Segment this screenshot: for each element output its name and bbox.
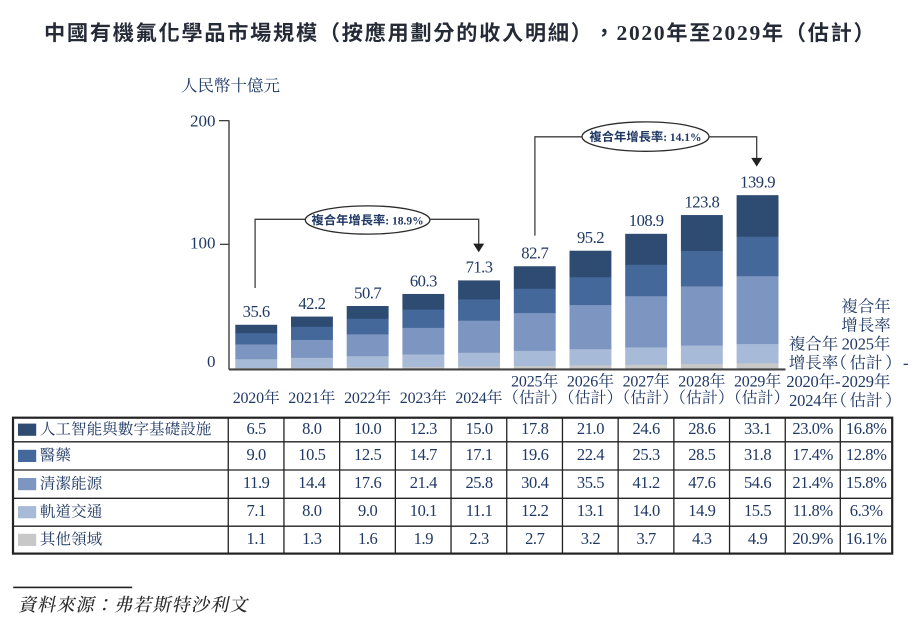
svg-text:60.3: 60.3: [410, 271, 437, 290]
svg-text:21.4%: 21.4%: [792, 473, 833, 492]
svg-text:8.0: 8.0: [302, 501, 322, 520]
svg-text:12.5: 12.5: [354, 445, 381, 464]
svg-text:17.6: 17.6: [354, 473, 381, 492]
svg-text:25.8: 25.8: [465, 473, 492, 492]
svg-text:6.3%: 6.3%: [850, 501, 883, 520]
svg-text:10.5: 10.5: [298, 445, 325, 464]
svg-text:13.1: 13.1: [577, 501, 604, 520]
svg-text:11.9: 11.9: [243, 473, 270, 492]
svg-text:24.6: 24.6: [633, 419, 660, 438]
svg-text:23.0%: 23.0%: [792, 419, 833, 438]
svg-text:2029: 2029: [734, 374, 765, 391]
svg-text:2021: 2021: [288, 390, 319, 407]
svg-text:108.9: 108.9: [629, 211, 664, 230]
svg-text:6.5: 6.5: [246, 419, 266, 438]
svg-text:82.7: 82.7: [521, 244, 548, 263]
svg-text:200: 200: [190, 111, 216, 130]
svg-text:123.8: 123.8: [684, 193, 719, 212]
svg-text:11.8%: 11.8%: [793, 501, 834, 520]
svg-text:2.7: 2.7: [525, 529, 545, 548]
svg-text:19.6: 19.6: [521, 445, 548, 464]
svg-text:2029: 2029: [842, 372, 874, 391]
svg-text:2025: 2025: [842, 335, 874, 354]
svg-text:12.2: 12.2: [521, 501, 548, 520]
svg-text:15.8%: 15.8%: [846, 473, 887, 492]
svg-text:-: -: [903, 353, 909, 372]
svg-text:71.3: 71.3: [466, 258, 493, 277]
svg-text:2027: 2027: [623, 374, 654, 391]
svg-text:1.1: 1.1: [246, 529, 266, 548]
svg-text:28.5: 28.5: [688, 445, 715, 464]
svg-text:14.7: 14.7: [410, 445, 437, 464]
svg-text:12.3: 12.3: [410, 419, 437, 438]
svg-text:2025: 2025: [511, 374, 542, 391]
svg-text:17.4%: 17.4%: [792, 445, 833, 464]
svg-text:2020: 2020: [617, 21, 667, 45]
svg-text:2024: 2024: [789, 391, 821, 410]
svg-text:3.7: 3.7: [636, 529, 656, 548]
svg-text:2024: 2024: [455, 390, 486, 407]
svg-text:2022: 2022: [344, 390, 375, 407]
svg-text:0: 0: [207, 352, 216, 371]
svg-text:: 14.1%: : 14.1%: [663, 132, 701, 144]
svg-text:14.0: 14.0: [633, 501, 660, 520]
svg-text:95.2: 95.2: [577, 228, 604, 247]
svg-text:-: -: [835, 372, 841, 391]
svg-text:9.0: 9.0: [358, 501, 378, 520]
svg-text:16.1%: 16.1%: [846, 529, 887, 548]
svg-text:54.6: 54.6: [744, 473, 771, 492]
svg-text:14.4: 14.4: [298, 473, 325, 492]
svg-text:9.0: 9.0: [246, 445, 266, 464]
svg-text:10.0: 10.0: [354, 419, 381, 438]
svg-text:50.7: 50.7: [354, 283, 381, 302]
svg-text:28.6: 28.6: [688, 419, 715, 438]
svg-text:2.3: 2.3: [469, 529, 489, 548]
svg-text:1.3: 1.3: [302, 529, 322, 548]
svg-text:1.9: 1.9: [414, 529, 434, 548]
svg-text:2028: 2028: [678, 374, 709, 391]
svg-text:2026: 2026: [567, 374, 598, 391]
svg-text:4.3: 4.3: [692, 529, 712, 548]
svg-text:14.9: 14.9: [688, 501, 715, 520]
svg-text:25.3: 25.3: [633, 445, 660, 464]
svg-text:35.6: 35.6: [243, 302, 270, 321]
svg-text:42.2: 42.2: [298, 294, 325, 313]
svg-text:15.0: 15.0: [465, 419, 492, 438]
svg-text:22.4: 22.4: [577, 445, 604, 464]
svg-text:11.1: 11.1: [466, 501, 493, 520]
svg-text:: 18.9%: : 18.9%: [385, 215, 423, 227]
svg-text:10.1: 10.1: [410, 501, 437, 520]
svg-text:100: 100: [190, 234, 216, 253]
svg-text:41.2: 41.2: [633, 473, 660, 492]
svg-text:2020: 2020: [233, 390, 264, 407]
svg-text:35.5: 35.5: [577, 473, 604, 492]
svg-text:139.9: 139.9: [740, 173, 775, 192]
svg-text:2020: 2020: [786, 372, 818, 391]
svg-text:17.8: 17.8: [521, 419, 548, 438]
svg-text:3.2: 3.2: [581, 529, 601, 548]
svg-text:20.9%: 20.9%: [792, 529, 833, 548]
svg-text:47.6: 47.6: [688, 473, 715, 492]
svg-text:2029: 2029: [712, 21, 762, 45]
svg-text:4.9: 4.9: [748, 529, 768, 548]
svg-text:30.4: 30.4: [521, 473, 548, 492]
svg-text:1.6: 1.6: [358, 529, 378, 548]
svg-text:7.1: 7.1: [246, 501, 266, 520]
svg-text:8.0: 8.0: [302, 419, 322, 438]
svg-text:21.4: 21.4: [410, 473, 437, 492]
svg-text:12.8%: 12.8%: [846, 445, 887, 464]
svg-text:17.1: 17.1: [465, 445, 492, 464]
svg-text:21.0: 21.0: [577, 419, 604, 438]
svg-text:16.8%: 16.8%: [846, 419, 887, 438]
svg-text:15.5: 15.5: [744, 501, 771, 520]
svg-text:33.1: 33.1: [744, 419, 771, 438]
svg-text:31.8: 31.8: [744, 445, 771, 464]
svg-text:2023: 2023: [400, 390, 431, 407]
